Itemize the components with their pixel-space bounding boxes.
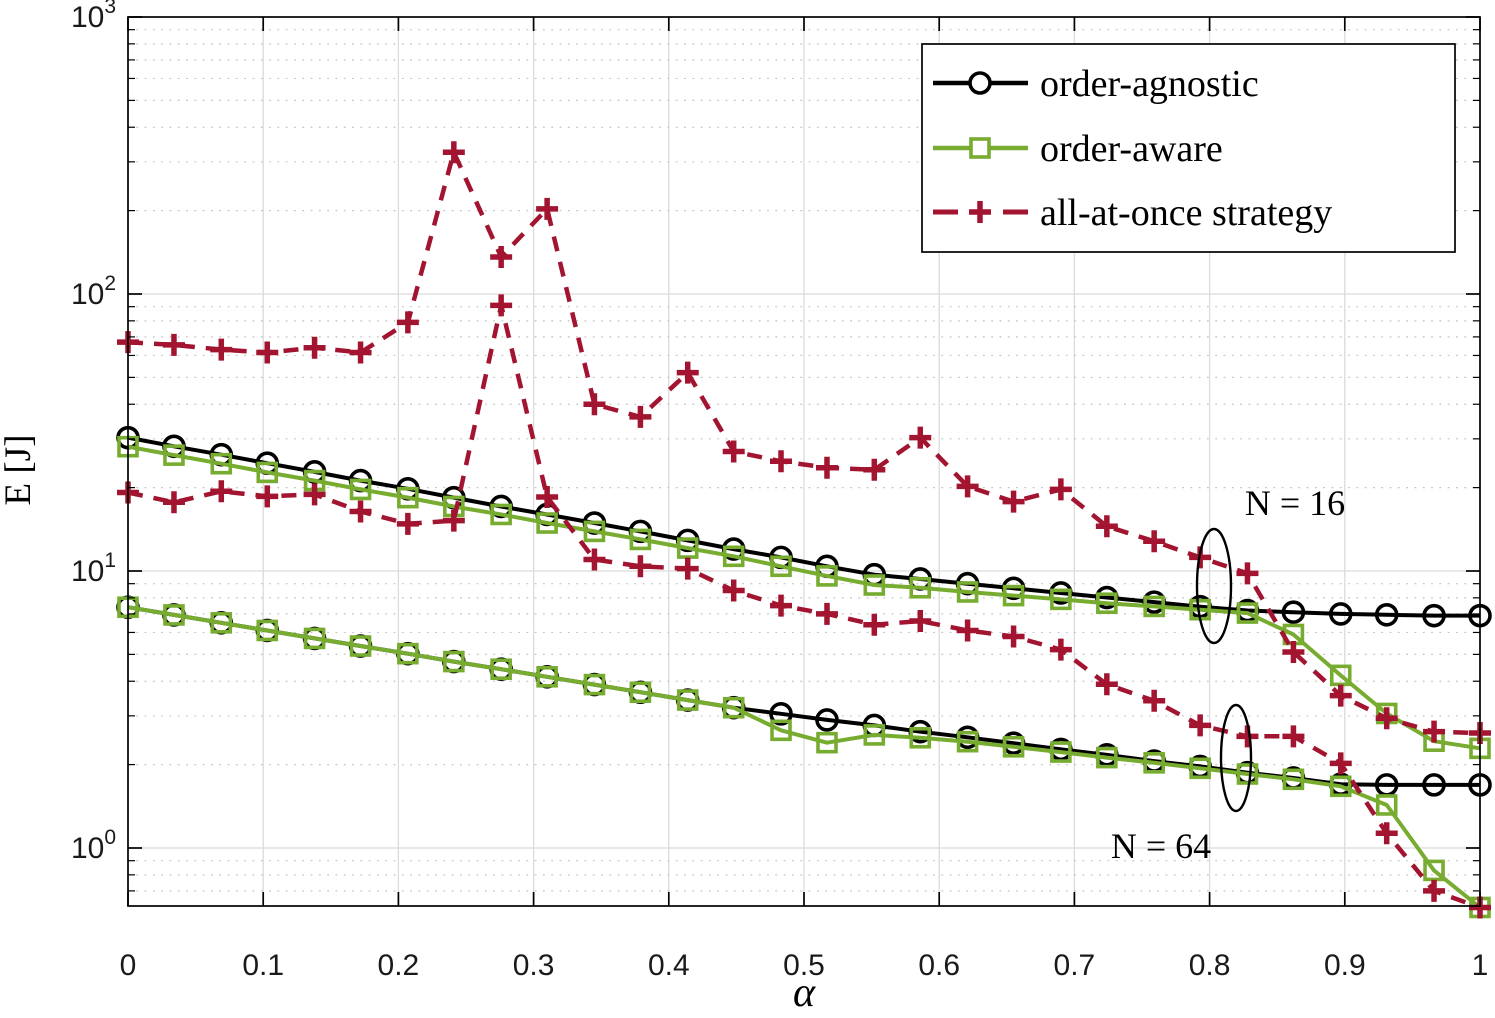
x-tick-label: 0 <box>120 949 137 982</box>
legend-entry-label: order-aware <box>1040 128 1223 170</box>
markers-order-aware-64 <box>117 596 1491 919</box>
y-tick-label: 103 <box>71 0 116 34</box>
annotation-text: N = 16 <box>1245 483 1345 523</box>
x-tick-label: 0.5 <box>783 949 825 982</box>
annotation-n16: N = 16 <box>1195 483 1345 645</box>
axis-ticks <box>127 16 1481 906</box>
x-tick-label: 0.1 <box>242 949 284 982</box>
y-tick-label: 102 <box>71 272 116 311</box>
y-tick-labels: 100 101 102 103 <box>71 0 116 865</box>
x-tick-label: 0.2 <box>378 949 420 982</box>
x-tick-label: 0.9 <box>1324 949 1366 982</box>
legend-entry-label: order-agnostic <box>1040 63 1259 105</box>
series-all-at-once-strategy-16 <box>127 149 1481 736</box>
legend-entry-label: all-at-once strategy <box>1040 192 1332 234</box>
annotation-n64: N = 64 <box>1111 703 1253 866</box>
legend-entry-all-at-once-strategy: all-at-once strategy <box>933 192 1332 234</box>
legend-square-marker <box>969 137 991 159</box>
y-tick-label: 101 <box>71 549 116 588</box>
x-tick-label: 0.6 <box>918 949 960 982</box>
series-all-at-once-strategy-64 <box>127 303 1481 910</box>
y-axis-label: E [J] <box>0 435 39 506</box>
annotation-ellipse <box>1195 527 1233 645</box>
x-tick-label: 0.3 <box>513 949 555 982</box>
legend-entry-order-aware: order-aware <box>933 128 1223 170</box>
legend-circle-marker <box>968 71 992 95</box>
x-tick-label: 1 <box>1472 949 1489 982</box>
x-tick-label: 0.4 <box>648 949 690 982</box>
x-tick-labels: 0 0.1 0.2 0.3 0.4 0.5 0.6 0.7 0.8 0.9 1 <box>120 949 1489 982</box>
annotation-text: N = 64 <box>1111 826 1211 866</box>
legend[interactable]: order-agnostic order-aware all-at-once str… <box>921 43 1456 253</box>
legend-plus-marker <box>969 201 991 223</box>
x-tick-label: 0.8 <box>1189 949 1231 982</box>
legend-entry-order-agnostic: order-agnostic <box>933 63 1259 105</box>
annotation-ellipse <box>1219 703 1253 813</box>
x-axis-label: α <box>793 970 816 1013</box>
x-tick-label: 0.7 <box>1054 949 1096 982</box>
y-tick-label: 100 <box>71 826 116 865</box>
